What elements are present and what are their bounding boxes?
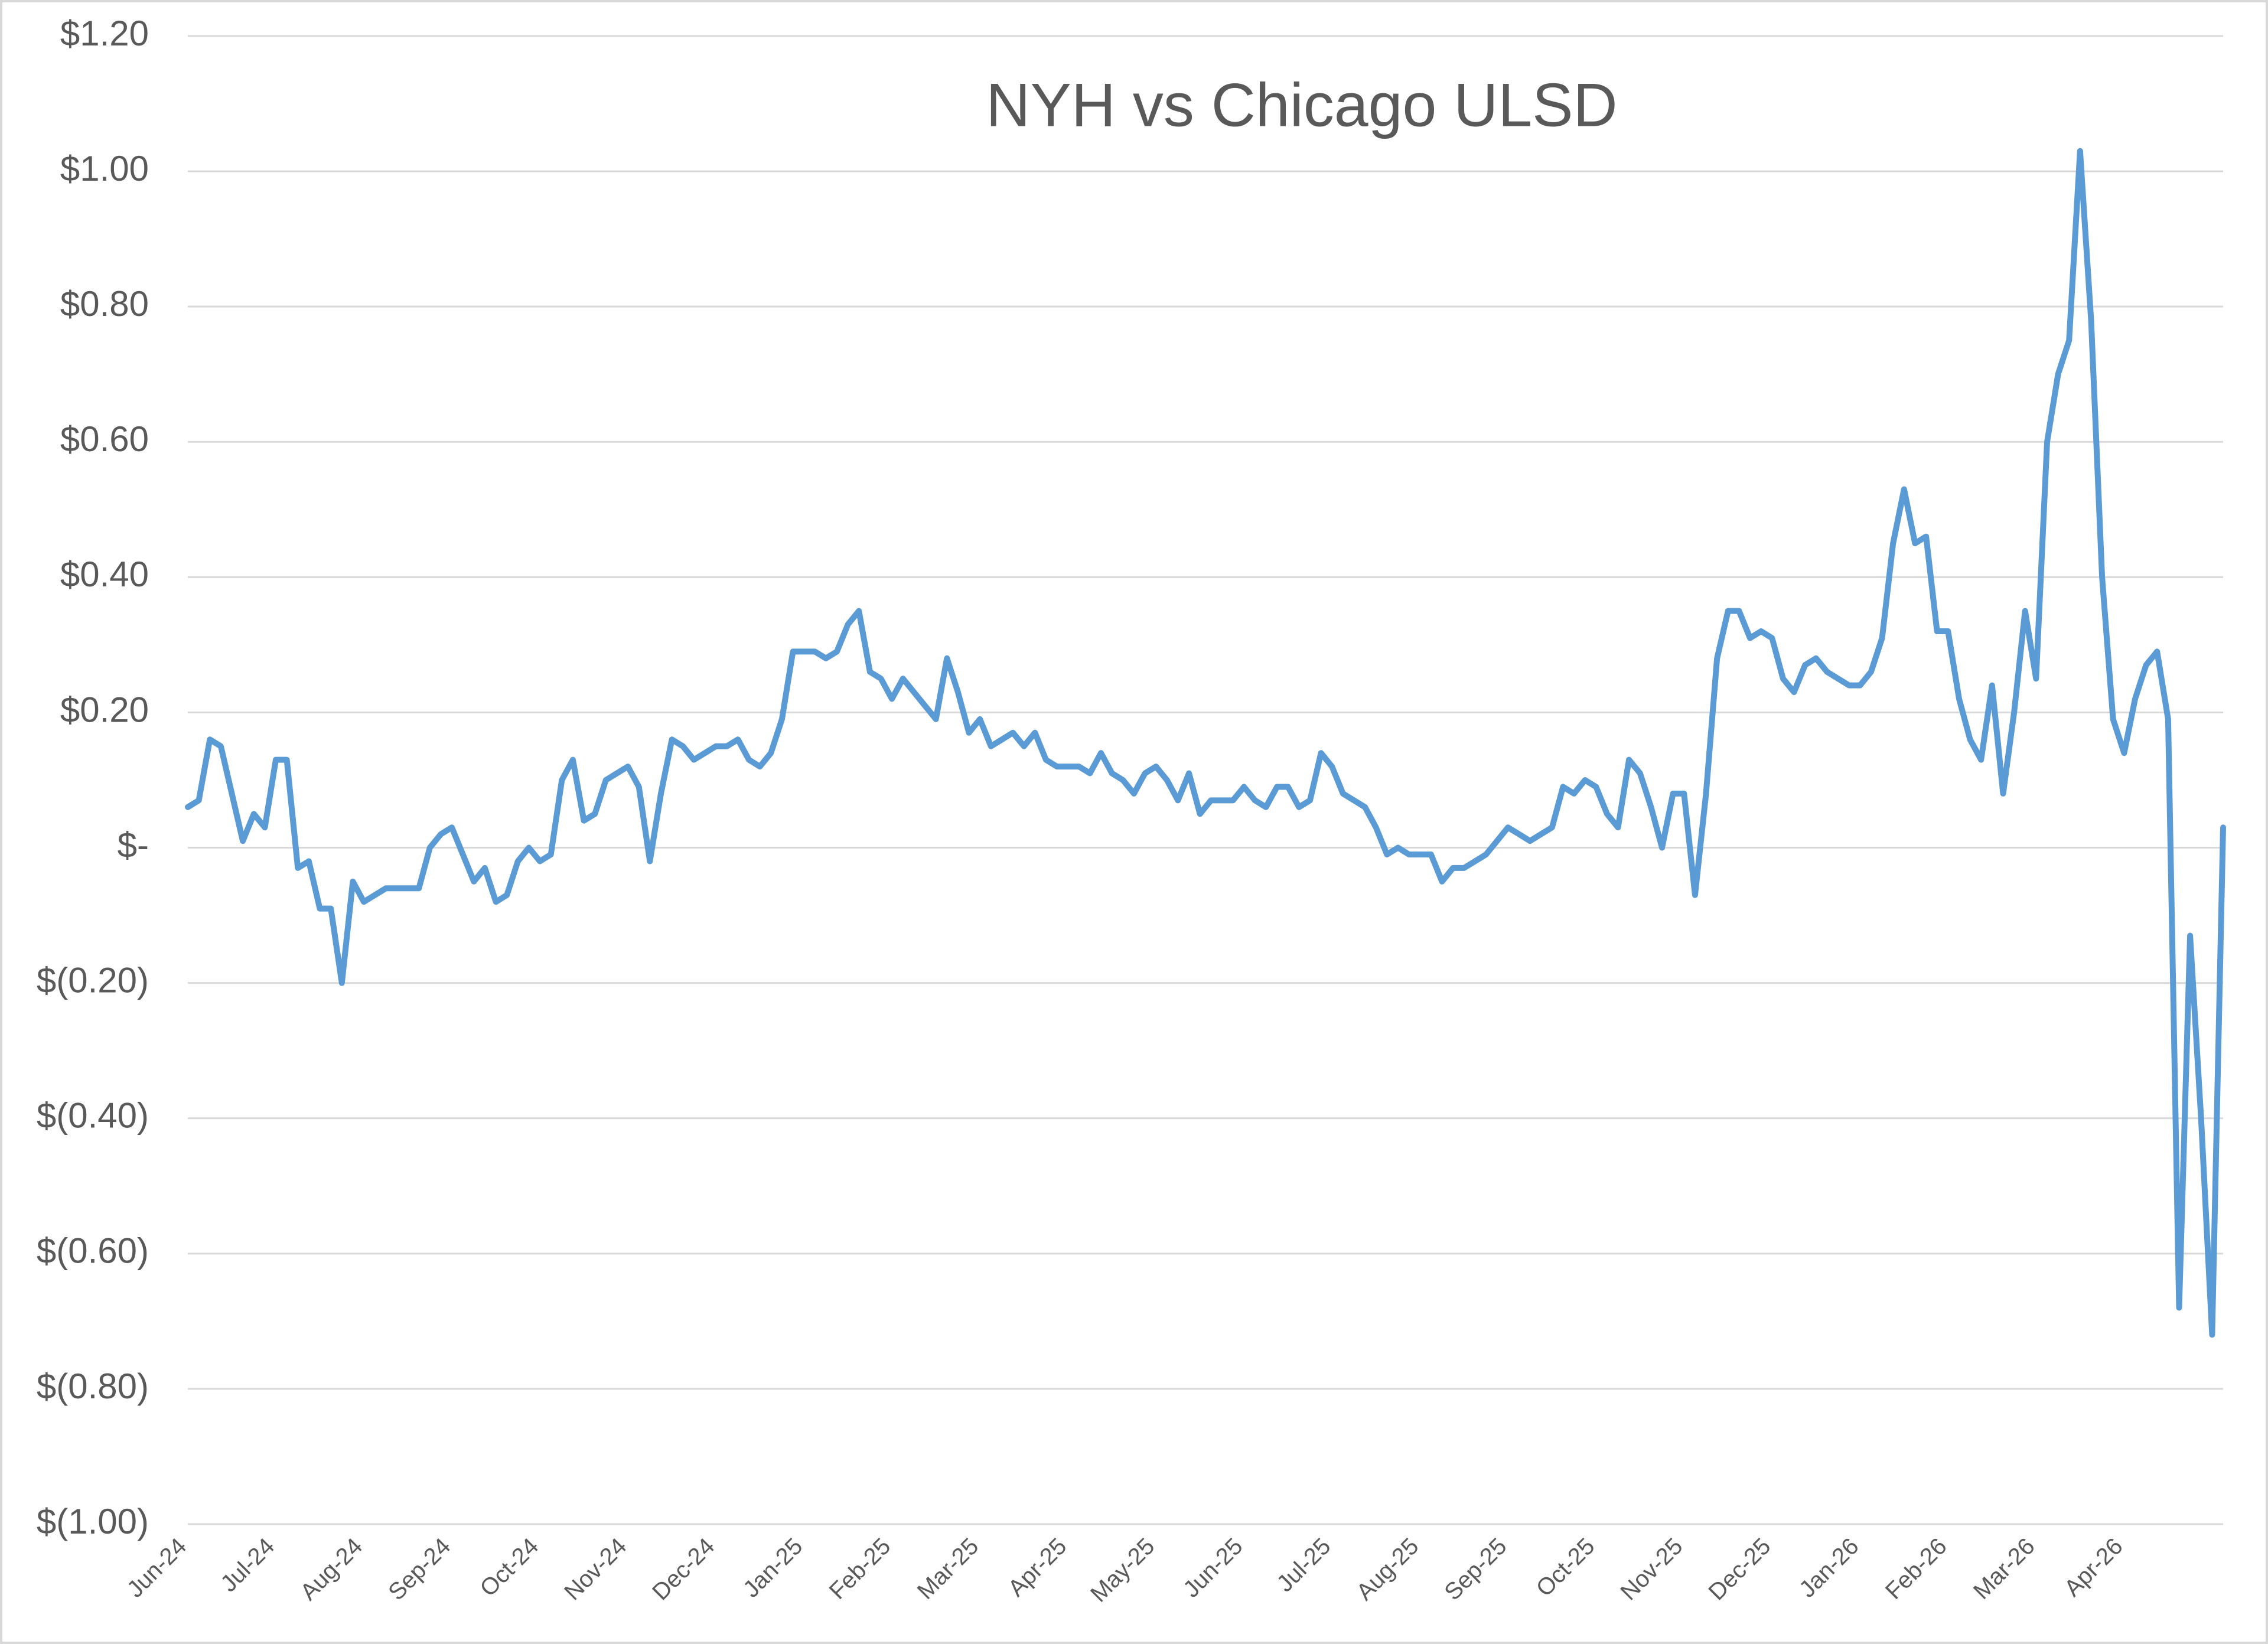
- y-tick-label: $1.20: [60, 14, 149, 53]
- y-tick-label: $(1.00): [37, 1502, 149, 1541]
- y-tick-label: $0.20: [60, 690, 149, 729]
- data-line: [185, 148, 2226, 1338]
- y-tick-label: $0.60: [60, 419, 149, 459]
- y-tick-label: $0.80: [60, 284, 149, 324]
- y-tick-label: $0.40: [60, 554, 149, 594]
- y-tick-label: $(0.80): [37, 1366, 149, 1406]
- y-tick-label: $1.00: [60, 149, 149, 188]
- y-tick-label: $(0.20): [37, 960, 149, 1000]
- chart-title: NYH vs Chicago ULSD: [986, 71, 1617, 139]
- y-tick-label: $-: [118, 825, 149, 865]
- y-tick-label: $(0.60): [37, 1231, 149, 1271]
- y-tick-label: $(0.40): [37, 1096, 149, 1136]
